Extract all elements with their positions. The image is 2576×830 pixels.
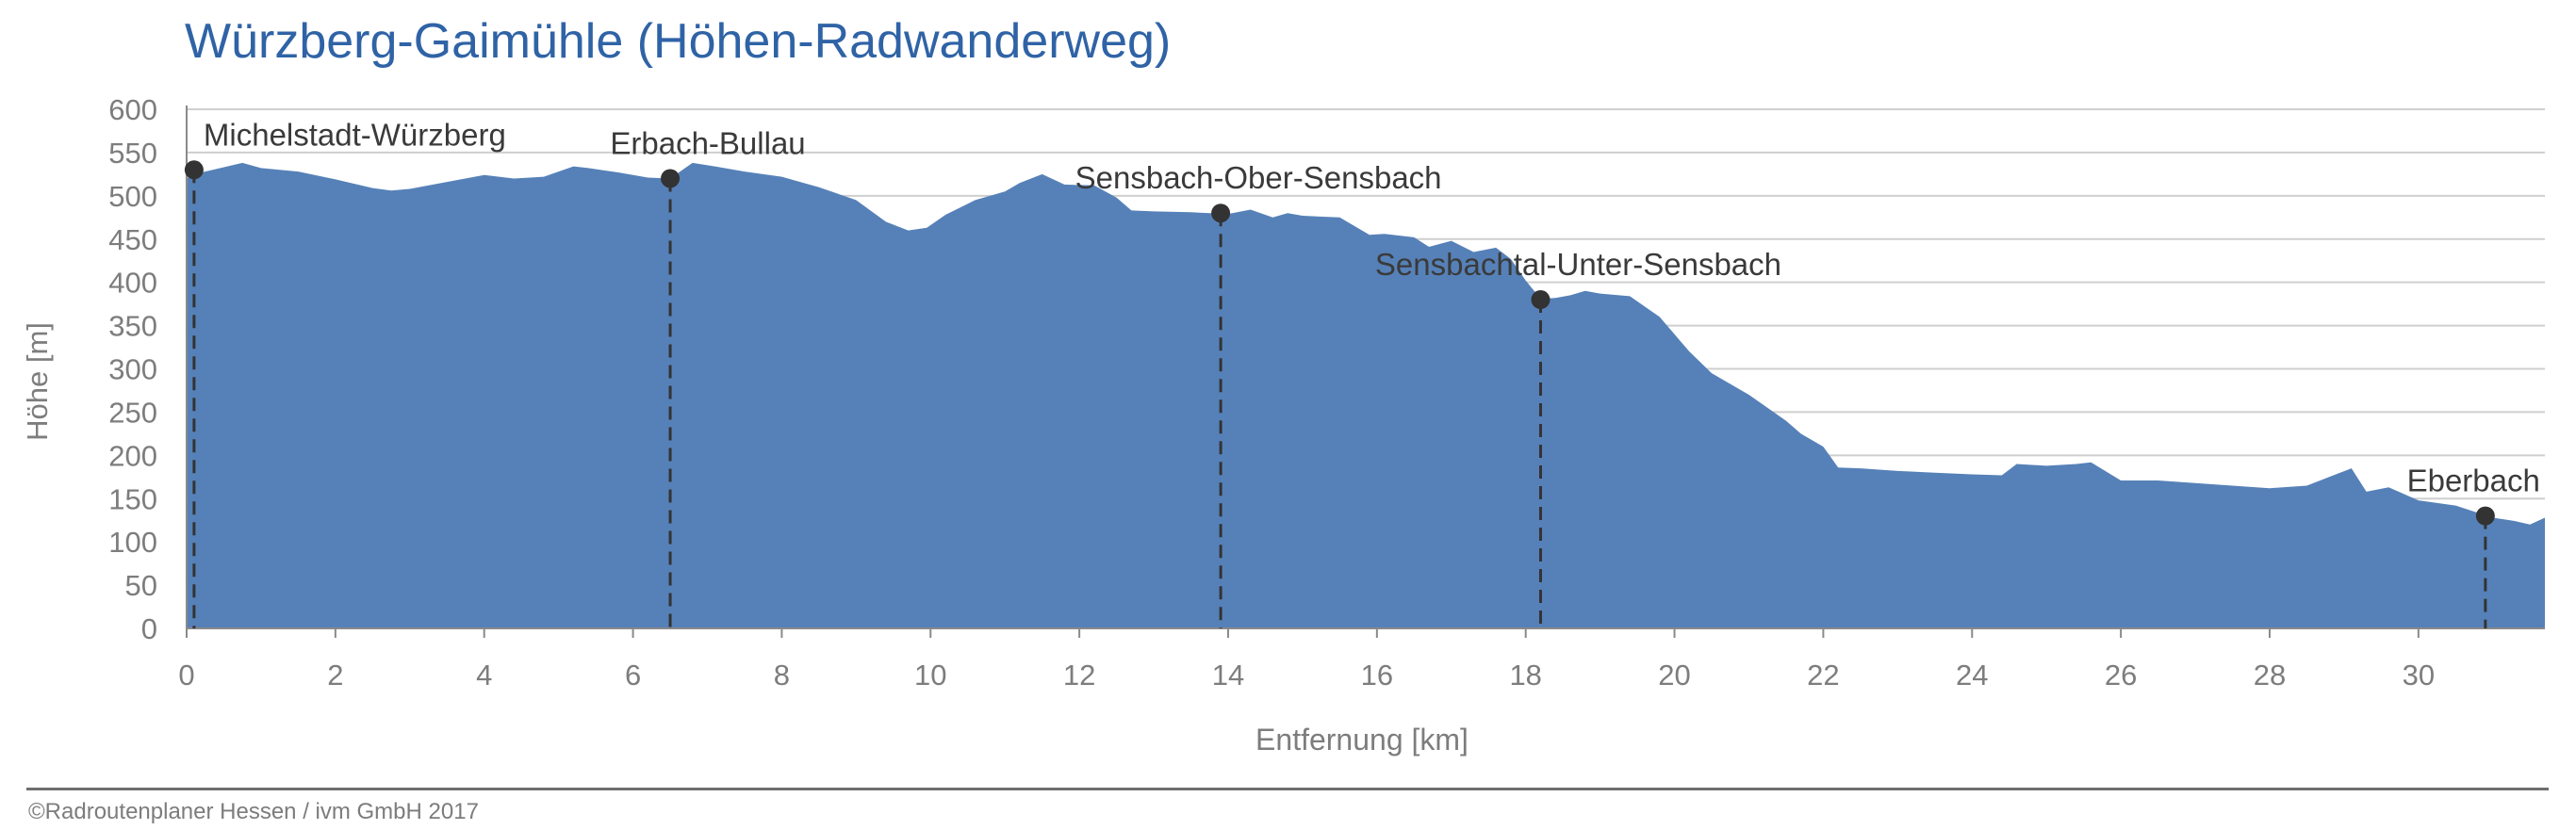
x-axis-label: Entfernung [km] [1255,723,1468,757]
x-tick-label: 26 [2105,659,2137,692]
y-tick-label: 500 [108,180,157,213]
x-tick-label: 4 [476,659,492,692]
y-tick-label: 200 [108,439,157,472]
x-tick-label: 28 [2254,659,2286,692]
x-tick-label: 16 [1361,659,1393,692]
waypoint-marker [1211,203,1231,223]
waypoint-marker [2475,506,2495,526]
x-tick-label: 8 [774,659,790,692]
chart-title: Würzberg-Gaimühle (Höhen-Radwanderweg) [185,14,1172,69]
copyright-text: ©Radroutenplaner Hessen / ivm GmbH 2017 [28,799,479,824]
y-tick-label: 350 [108,310,157,343]
waypoint-label: Michelstadt-Würzberg [204,117,506,152]
waypoint-label: Erbach-Bullau [610,125,805,160]
y-axis-label: Höhe [m] [21,322,54,441]
waypoint-marker [661,169,681,188]
waypoint-marker [184,160,204,180]
waypoint-label: Sensbachtal-Unter-Sensbach [1375,247,1781,282]
y-tick-label: 0 [141,612,157,645]
y-tick-label: 100 [108,526,157,559]
footer-divider [26,788,2549,790]
x-tick-label: 2 [327,659,343,692]
y-tick-label: 300 [108,353,157,386]
waypoint-label: Sensbach-Ober-Sensbach [1075,160,1442,195]
x-tick-label: 20 [1658,659,1690,692]
x-tick-label: 14 [1212,659,1244,692]
waypoint-marker [1531,290,1551,310]
x-tick-label: 22 [1807,659,1839,692]
y-tick-label: 450 [108,223,157,256]
x-tick-label: 0 [178,659,194,692]
waypoints: Michelstadt-Würzberg Erbach-Bullau Sensbac… [184,117,2540,628]
elevation-profile-area [187,162,2545,628]
x-tick-label: 24 [1956,659,1988,692]
waypoint-label: Eberbach [2407,464,2540,498]
y-tick-label: 550 [108,137,157,170]
x-tick-label: 6 [625,659,641,692]
y-tick-label: 600 [108,93,157,126]
y-tick-label: 250 [108,396,157,429]
y-tick-label: 50 [125,569,157,602]
y-tick-label: 150 [108,482,157,515]
x-tick-label: 12 [1063,659,1095,692]
x-tick-label: 18 [1509,659,1541,692]
x-tick-label: 10 [914,659,946,692]
x-tick-label: 30 [2403,659,2435,692]
y-tick-label: 400 [108,267,157,300]
